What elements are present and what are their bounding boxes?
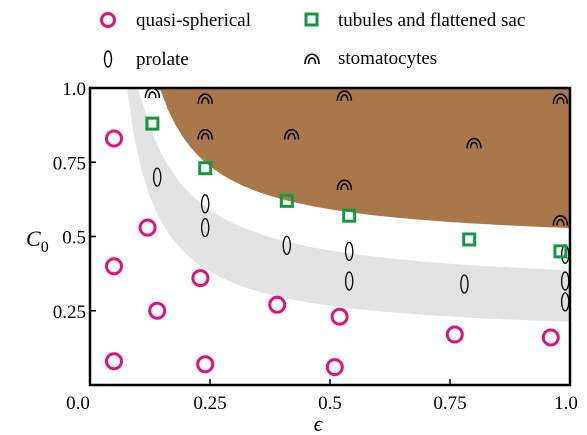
data-point-ellipse (344, 241, 354, 262)
x-tick-label: 0.25 (193, 393, 226, 414)
y-axis-title: C0 (26, 226, 49, 256)
legend-label-quasi-spherical: quasi-spherical (136, 10, 251, 31)
y-axis-title-main: C (26, 226, 41, 251)
data-point-circle (138, 218, 157, 237)
data-point-arch (466, 137, 482, 149)
data-point-circle (325, 358, 344, 377)
axis-ticks: 0.0 0.25 0.5 0.75 1.0 0.25 0.5 0.75 1.0 (53, 79, 578, 414)
y-tick-label: 0.25 (53, 302, 86, 323)
data-point-ellipse (460, 274, 469, 294)
x-tick-label: 0.0 (66, 393, 90, 414)
data-point-arch (552, 215, 569, 226)
legend-label-prolate: prolate (136, 49, 189, 70)
stomatocyte-region (123, 88, 570, 229)
data-point-ellipse (344, 271, 354, 291)
data-point-arch (197, 93, 213, 104)
prolate-region (106, 88, 571, 322)
data-point-circle (105, 257, 123, 276)
legend-label-stomatocytes: stomatocytes (338, 48, 437, 69)
legend-marker-tubules (304, 12, 319, 27)
y-tick-label: 0.75 (53, 153, 86, 174)
data-point-square (198, 161, 213, 176)
data-point-square (342, 208, 357, 223)
data-point-circle (541, 328, 560, 347)
data-point-arch (552, 93, 569, 104)
data-point-ellipse (152, 167, 162, 187)
y-tick-label: 0.5 (62, 228, 86, 249)
data-point-ellipse (200, 217, 210, 238)
legend-marker-quasi-spherical (100, 12, 116, 28)
data-point-arch (197, 129, 213, 140)
data-point-arch (336, 90, 353, 101)
data-point-arch (283, 129, 300, 140)
data-point-circle (196, 355, 215, 374)
data-point-circle (148, 301, 167, 320)
data-point-square (145, 116, 160, 131)
x-tick-label: 0.75 (433, 393, 466, 414)
markers-layer (105, 87, 570, 377)
data-point-square (462, 232, 477, 247)
data-point-square (279, 193, 294, 208)
x-tick-label: 0.5 (318, 393, 342, 414)
data-point-square (553, 244, 568, 259)
data-point-circle (105, 352, 123, 371)
data-point-circle (445, 325, 464, 344)
legend: quasi-spherical tubules and flattened sa… (100, 10, 525, 70)
data-point-circle (330, 307, 349, 326)
legend-marker-prolate (103, 50, 113, 68)
legend-marker-stomatocytes (304, 53, 320, 65)
legend-label-tubules: tubules and flattened sac (338, 10, 525, 31)
data-point-ellipse (200, 194, 210, 214)
x-axis-title: ϵ (314, 411, 324, 435)
data-point-circle (191, 269, 210, 288)
data-point-circle (268, 295, 287, 314)
x-tick-label: 1.0 (554, 393, 578, 414)
data-point-circle (105, 129, 123, 148)
data-point-ellipse (282, 235, 292, 256)
y-axis-title-subscript: 0 (41, 239, 49, 256)
data-point-arch (336, 179, 353, 191)
y-tick-label: 1.0 (62, 79, 86, 100)
plot-area (88, 86, 572, 387)
